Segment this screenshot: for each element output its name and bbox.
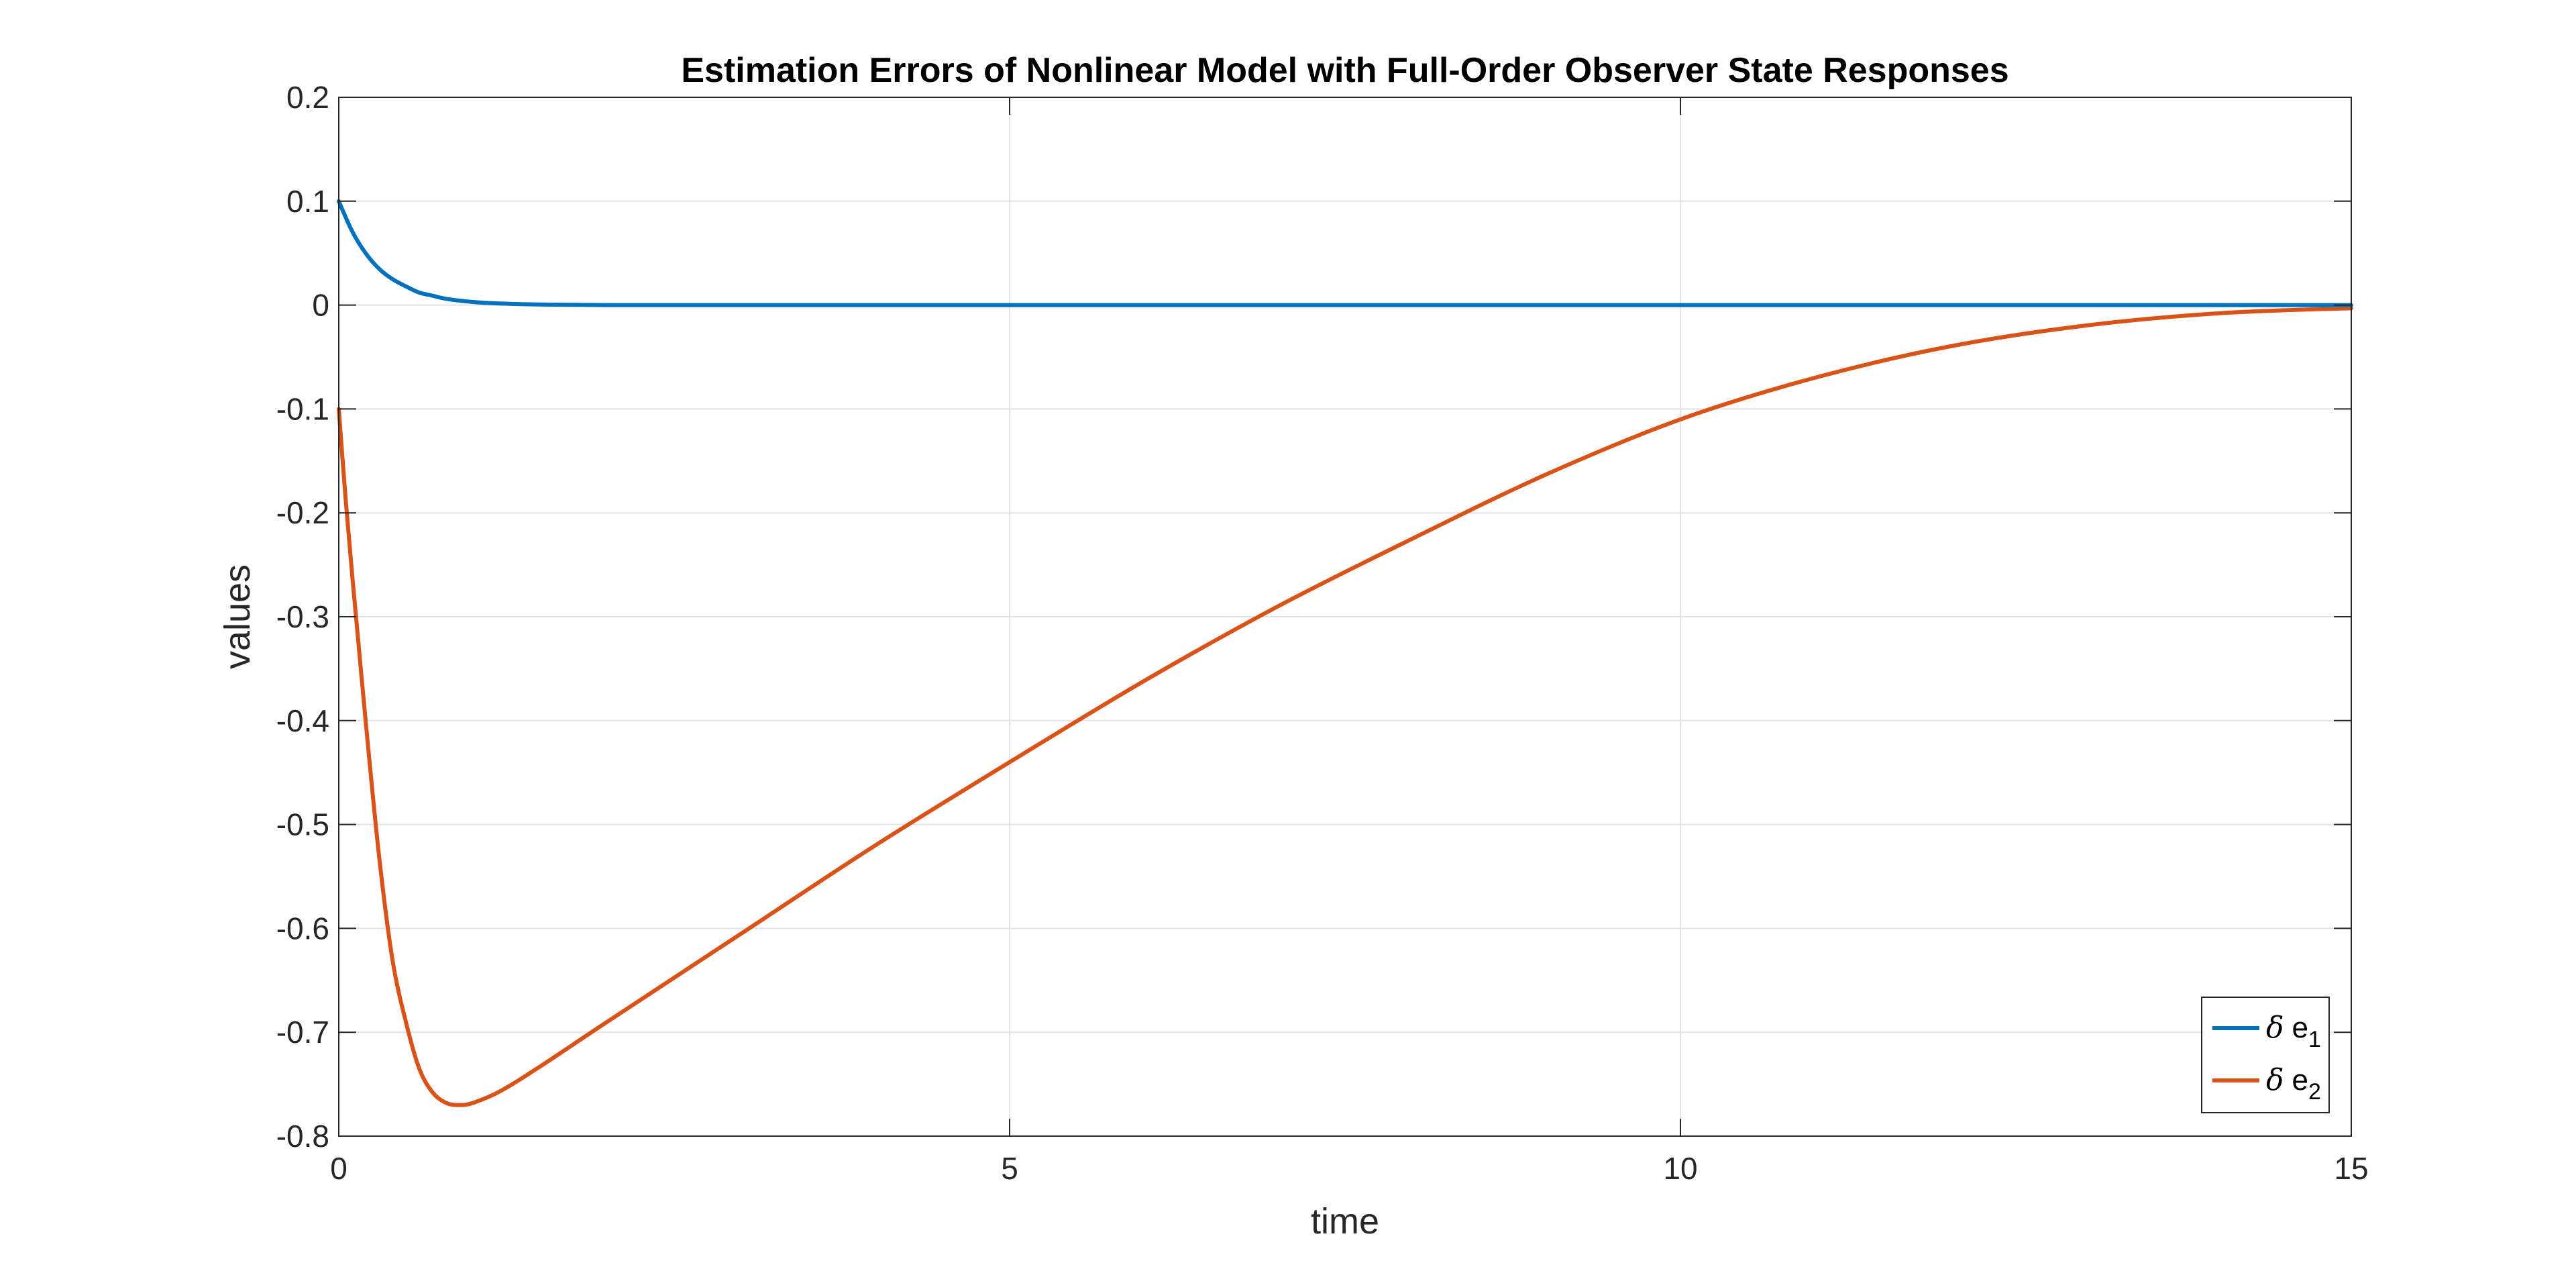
y-tick-label: 0.2 xyxy=(286,80,329,115)
y-tick-label: 0.1 xyxy=(286,184,329,219)
y-tick-label: -0.7 xyxy=(276,1015,329,1050)
y-tick-label: -0.5 xyxy=(276,807,329,842)
x-tick-label: 5 xyxy=(1001,1151,1018,1186)
x-tick-label: 0 xyxy=(330,1151,347,1186)
legend-label-2: δ e2 xyxy=(2266,1063,2321,1105)
x-axis-label: time xyxy=(1311,1201,1379,1241)
y-tick-label: -0.1 xyxy=(276,391,329,426)
legend-box xyxy=(2201,997,2330,1113)
y-tick-label: -0.3 xyxy=(276,599,329,634)
y-axis-label: values xyxy=(217,564,258,669)
series-line-2 xyxy=(337,306,2353,1107)
x-tick-label: 10 xyxy=(1663,1151,1697,1186)
ticks-layer: 0 5 10 15 0.2 0.1 0 -0.1 -0.2 -0.3 -0.4 -0.5 -0.6 -0.… xyxy=(276,80,2369,1186)
y-tick-label: -0.6 xyxy=(276,911,329,946)
y-tick-label: 0 xyxy=(312,288,329,323)
legend: δ e1δ e2 xyxy=(2201,997,2330,1113)
y-tick-label: -0.4 xyxy=(276,703,329,738)
x-tick-label: 15 xyxy=(2334,1151,2368,1186)
chart-title: Estimation Errors of Nonlinear Model wit… xyxy=(681,51,2008,90)
series-layer xyxy=(337,199,2353,1107)
series-line-1 xyxy=(337,199,2353,307)
y-tick-label: -0.2 xyxy=(276,495,329,530)
y-tick-label: -0.8 xyxy=(276,1119,329,1154)
legend-label-1: δ e1 xyxy=(2266,1011,2321,1052)
